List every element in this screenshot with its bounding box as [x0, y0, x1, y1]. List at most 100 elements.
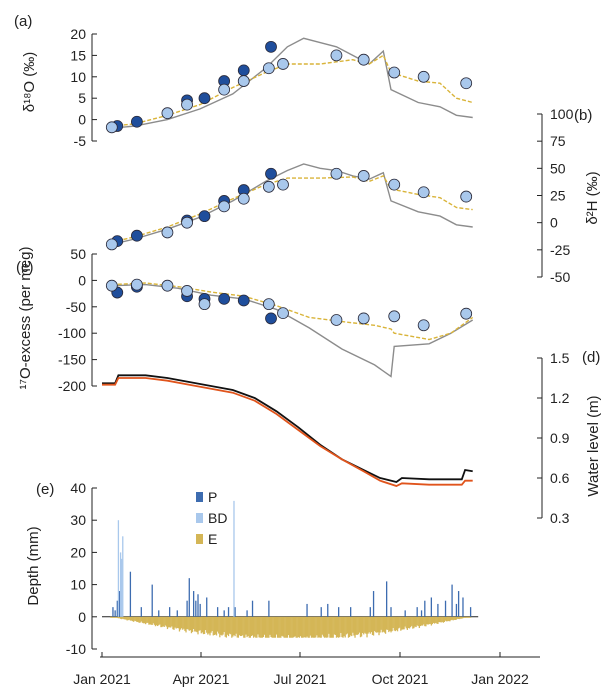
evap-bar: [140, 616, 142, 622]
y-axes-layer: -505101520-50-250255075100-200-150-100-5…: [58, 26, 574, 657]
evap-bar: [454, 616, 456, 620]
sample-point-light: [218, 200, 231, 213]
evap-bar: [216, 616, 219, 632]
evap-bar: [428, 616, 430, 625]
evap-bar: [251, 616, 254, 636]
evap-bar: [220, 616, 222, 635]
evap-bar: [343, 616, 345, 637]
evap-bar: [271, 616, 273, 638]
y-tick-label-4-3: 20: [70, 544, 86, 560]
evap-bar: [262, 616, 265, 638]
evap-bar: [350, 616, 352, 636]
precip-bar: [451, 584, 453, 617]
evap-bar: [442, 616, 444, 623]
evap-bar: [239, 616, 242, 637]
evap-bar: [249, 616, 251, 638]
evap-bar: [276, 616, 279, 638]
evap-bar: [184, 616, 186, 631]
evap-bar: [228, 616, 231, 634]
evap-bar: [433, 616, 436, 624]
evap-bar: [163, 616, 165, 627]
evap-bar: [185, 616, 187, 633]
evap-bar: [463, 616, 465, 618]
evap-bar: [306, 616, 308, 637]
sample-point-dark: [265, 40, 277, 53]
evap-bar: [323, 616, 326, 638]
evap-bar: [226, 616, 229, 635]
legend-swatch-p: [196, 492, 203, 502]
precip-bar: [223, 610, 225, 617]
evap-bar: [362, 616, 364, 634]
evap-bar: [329, 616, 331, 638]
evap-bar: [405, 616, 407, 629]
evap-bar: [359, 616, 362, 638]
sample-point-light: [330, 314, 343, 326]
evap-bar: [183, 616, 185, 629]
evap-bar: [285, 616, 287, 638]
evap-bar: [200, 616, 202, 634]
evap-bar: [214, 616, 217, 635]
evap-bar: [435, 616, 437, 623]
sample-point-light: [330, 167, 343, 180]
evap-bar: [416, 616, 418, 626]
evap-bar: [348, 616, 351, 638]
bulk-deposition-bar: [117, 520, 120, 617]
y-tick-label-0-0: -5: [74, 133, 87, 149]
evap-bar: [402, 616, 404, 630]
evap-bar: [317, 616, 319, 638]
evap-bar: [388, 616, 390, 633]
evap-bar: [469, 616, 472, 618]
evap-bar: [404, 616, 406, 627]
evap-bar: [110, 616, 112, 618]
y-tick-label-1-3: 25: [550, 188, 566, 204]
precip-bar: [372, 591, 375, 617]
y-tick-label-4-0: -10: [66, 641, 86, 657]
evap-bar: [149, 616, 151, 625]
evap-bar: [175, 616, 177, 629]
evap-bar: [320, 616, 322, 638]
points-layer: [105, 40, 473, 332]
evap-bar: [432, 616, 435, 623]
evap-bar: [461, 616, 463, 619]
lines-layer: [102, 37, 474, 487]
evap-bar: [223, 616, 225, 633]
sample-point-light: [198, 298, 211, 311]
y-tick-label-0-4: 15: [70, 47, 86, 63]
evap-bar: [303, 616, 305, 638]
y-tick-label-2-3: -50: [66, 299, 86, 315]
panel-a-label: (a): [14, 13, 32, 30]
evap-bar: [192, 616, 195, 629]
y-tick-label-3-1: 0.6: [550, 470, 570, 486]
evap-bar: [298, 616, 301, 638]
evap-bar: [332, 616, 334, 638]
y-axis-label-c: ¹⁷O-excess (per meg): [17, 247, 34, 390]
evap-bar: [215, 616, 218, 636]
precip-bar: [416, 607, 418, 617]
precip-bar: [369, 607, 371, 617]
evap-bar: [181, 616, 183, 629]
evap-bar: [280, 616, 282, 638]
evap-bar: [165, 616, 168, 627]
evap-bar: [138, 616, 140, 623]
evap-bar: [291, 616, 293, 638]
evap-bar: [159, 616, 161, 625]
precip-bar: [251, 600, 254, 617]
evap-bar: [466, 616, 468, 618]
evap-bar: [364, 616, 366, 633]
evap-bar: [162, 616, 164, 627]
sample-point-dark: [265, 167, 277, 180]
evap-bar: [260, 616, 262, 638]
precip-bar: [188, 578, 190, 617]
evap-bar: [295, 616, 297, 638]
sample-point-light: [181, 98, 193, 111]
evap-bar: [426, 616, 428, 625]
evap-bar: [334, 616, 337, 635]
evap-bar: [247, 616, 249, 637]
evap-bar: [117, 616, 120, 619]
bulk-deposition-bar: [122, 536, 124, 617]
precip-bar: [234, 607, 236, 617]
sample-point-light: [237, 192, 250, 205]
evap-bar: [127, 616, 129, 621]
panel-e-label: (e): [36, 481, 54, 498]
evap-bar: [195, 616, 197, 632]
